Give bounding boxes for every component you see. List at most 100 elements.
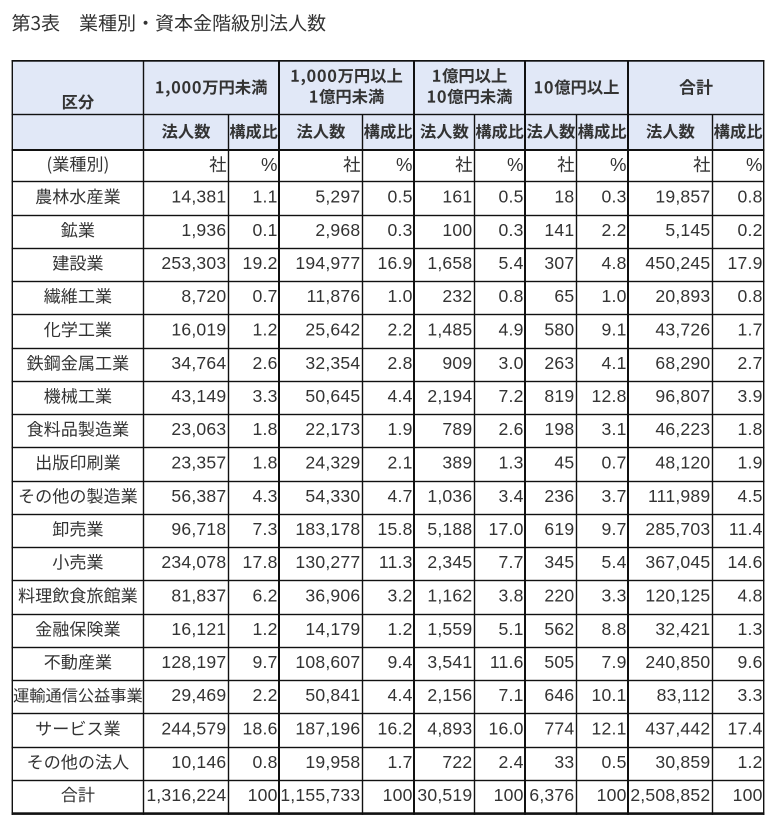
svg-text:1,036: 1,036 — [427, 486, 472, 506]
svg-text:3.2: 3.2 — [388, 586, 413, 606]
svg-text:307: 307 — [544, 253, 574, 273]
svg-text:10.1: 10.1 — [592, 685, 627, 705]
svg-text:20,893: 20,893 — [655, 286, 710, 306]
svg-text:50,645: 50,645 — [305, 386, 360, 406]
svg-text:1.3: 1.3 — [499, 453, 524, 473]
svg-text:96,807: 96,807 — [655, 386, 710, 406]
svg-text:22,173: 22,173 — [305, 419, 360, 439]
svg-text:253,303: 253,303 — [161, 253, 226, 273]
svg-text:8.8: 8.8 — [602, 619, 627, 639]
svg-text:3.7: 3.7 — [602, 486, 627, 506]
svg-text:9.1: 9.1 — [602, 320, 627, 340]
svg-text:65: 65 — [554, 286, 574, 306]
svg-text:2,156: 2,156 — [427, 685, 472, 705]
svg-text:12.8: 12.8 — [592, 386, 627, 406]
svg-text:17.0: 17.0 — [489, 519, 524, 539]
svg-text:%: % — [610, 154, 626, 175]
svg-text:1.9: 1.9 — [388, 419, 413, 439]
svg-text:0.7: 0.7 — [253, 286, 278, 306]
svg-text:3.9: 3.9 — [738, 386, 763, 406]
svg-text:1,658: 1,658 — [427, 253, 472, 273]
svg-text:5,145: 5,145 — [665, 220, 710, 240]
svg-text:100: 100 — [597, 785, 627, 805]
svg-text:50,841: 50,841 — [305, 685, 360, 705]
svg-text:240,850: 240,850 — [645, 652, 710, 672]
svg-text:1.2: 1.2 — [253, 619, 278, 639]
svg-text:19,857: 19,857 — [655, 187, 710, 207]
svg-text:19.2: 19.2 — [243, 253, 278, 273]
svg-text:1.7: 1.7 — [738, 320, 763, 340]
svg-text:198: 198 — [544, 419, 574, 439]
svg-text:56,387: 56,387 — [171, 486, 226, 506]
svg-text:2,345: 2,345 — [427, 552, 472, 572]
svg-text:619: 619 — [544, 519, 574, 539]
svg-text:19,958: 19,958 — [305, 752, 360, 772]
svg-text:3,541: 3,541 — [427, 652, 472, 672]
svg-text:4.1: 4.1 — [602, 353, 627, 373]
svg-text:33: 33 — [554, 752, 574, 772]
svg-text:345: 345 — [544, 552, 574, 572]
svg-text:450,245: 450,245 — [645, 253, 710, 273]
svg-text:187,196: 187,196 — [295, 719, 360, 739]
svg-text:4.9: 4.9 — [499, 320, 524, 340]
svg-text:2.1: 2.1 — [388, 453, 413, 473]
svg-text:16,121: 16,121 — [171, 619, 226, 639]
svg-text:9.7: 9.7 — [253, 652, 278, 672]
svg-text:0.3: 0.3 — [499, 220, 524, 240]
svg-text:234,078: 234,078 — [161, 552, 226, 572]
svg-text:43,726: 43,726 — [655, 320, 710, 340]
svg-text:5,188: 5,188 — [427, 519, 472, 539]
svg-text:23,063: 23,063 — [171, 419, 226, 439]
svg-text:7.7: 7.7 — [499, 552, 524, 572]
svg-text:128,197: 128,197 — [161, 652, 226, 672]
svg-text:4.4: 4.4 — [388, 386, 413, 406]
svg-text:3.1: 3.1 — [602, 419, 627, 439]
svg-text:0.2: 0.2 — [738, 220, 763, 240]
svg-text:1.0: 1.0 — [388, 286, 413, 306]
svg-text:3.3: 3.3 — [602, 586, 627, 606]
svg-text:1.8: 1.8 — [738, 419, 763, 439]
svg-text:2.4: 2.4 — [499, 752, 524, 772]
svg-text:25,642: 25,642 — [305, 320, 360, 340]
svg-text:789: 789 — [442, 419, 472, 439]
svg-text:774: 774 — [544, 719, 574, 739]
svg-text:263: 263 — [544, 353, 574, 373]
svg-text:11.3: 11.3 — [379, 552, 413, 572]
svg-text:46,223: 46,223 — [655, 419, 710, 439]
svg-text:4.8: 4.8 — [738, 586, 763, 606]
svg-text:9.4: 9.4 — [388, 652, 413, 672]
svg-text:30,519: 30,519 — [417, 785, 472, 805]
svg-text:4.3: 4.3 — [253, 486, 278, 506]
svg-text:437,442: 437,442 — [645, 719, 710, 739]
svg-text:4,893: 4,893 — [427, 719, 472, 739]
svg-text:3.0: 3.0 — [499, 353, 524, 373]
svg-text:1.2: 1.2 — [388, 619, 413, 639]
svg-text:3.3: 3.3 — [253, 386, 278, 406]
svg-text:9.6: 9.6 — [738, 652, 763, 672]
svg-text:100: 100 — [383, 785, 413, 805]
svg-text:%: % — [261, 154, 277, 175]
svg-text:2,968: 2,968 — [315, 220, 360, 240]
svg-text:54,330: 54,330 — [305, 486, 360, 506]
svg-text:1.3: 1.3 — [738, 619, 763, 639]
svg-text:17.8: 17.8 — [243, 552, 278, 572]
svg-text:646: 646 — [544, 685, 574, 705]
svg-text:%: % — [746, 154, 762, 175]
svg-text:1,485: 1,485 — [427, 320, 472, 340]
svg-text:68,290: 68,290 — [655, 353, 710, 373]
svg-text:4.5: 4.5 — [738, 486, 763, 506]
svg-text:48,120: 48,120 — [655, 453, 710, 473]
svg-text:1.9: 1.9 — [738, 453, 763, 473]
svg-text:7.2: 7.2 — [499, 386, 524, 406]
svg-text:1.2: 1.2 — [738, 752, 763, 772]
svg-text:2.6: 2.6 — [499, 419, 524, 439]
svg-text:17.9: 17.9 — [728, 253, 763, 273]
svg-text:1.2: 1.2 — [253, 320, 278, 340]
svg-text:0.5: 0.5 — [499, 187, 524, 207]
svg-text:141: 141 — [544, 220, 574, 240]
svg-text:5.4: 5.4 — [499, 253, 524, 273]
svg-text:96,718: 96,718 — [171, 519, 226, 539]
svg-text:1,936: 1,936 — [181, 220, 226, 240]
svg-text:1,559: 1,559 — [427, 619, 472, 639]
svg-text:11,876: 11,876 — [307, 286, 361, 306]
